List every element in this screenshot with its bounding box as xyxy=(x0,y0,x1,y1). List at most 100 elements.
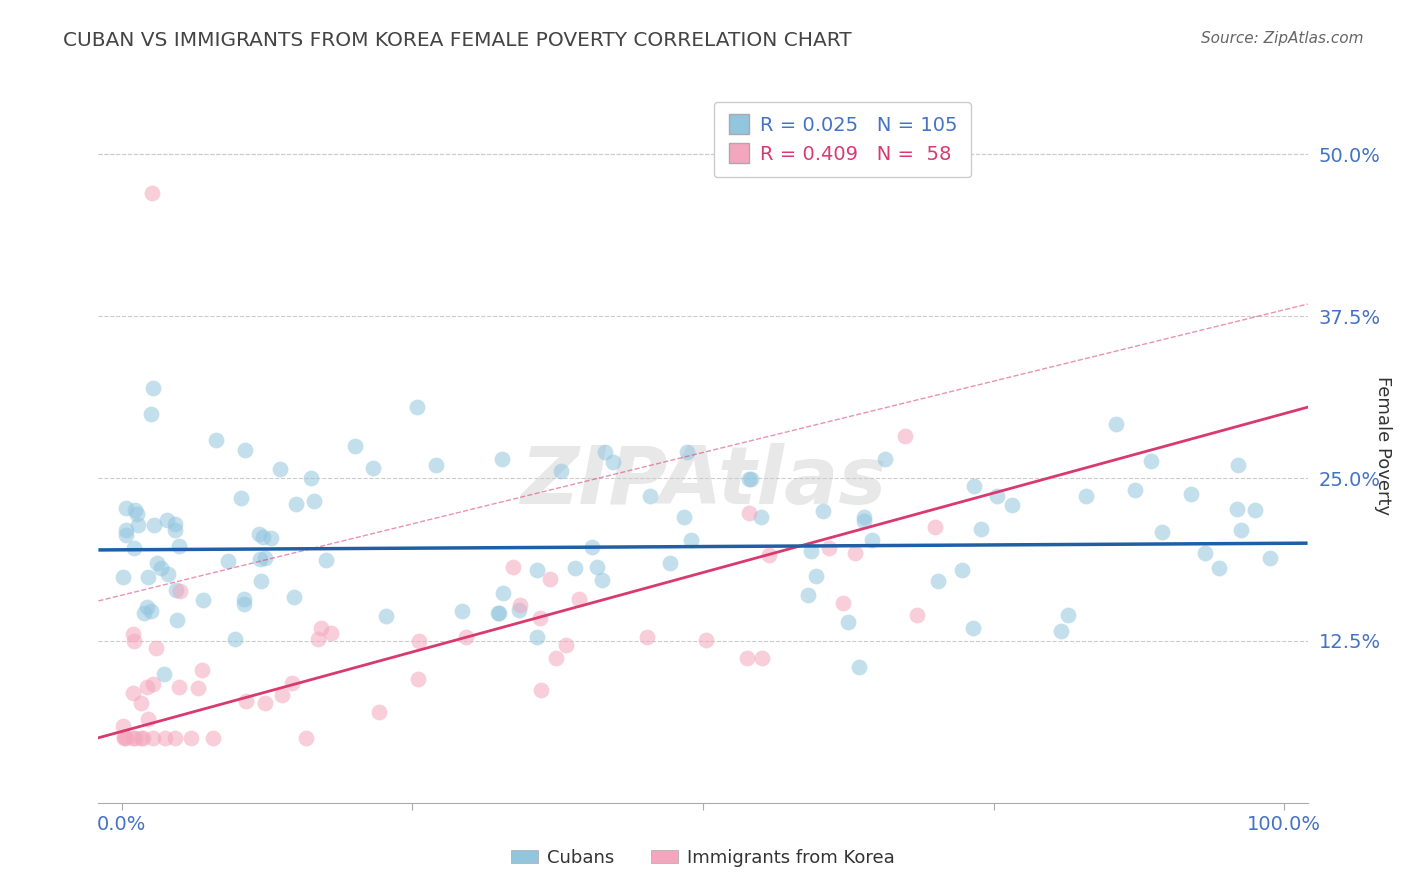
Point xyxy=(111,719,134,733)
Point xyxy=(127,517,149,532)
Point xyxy=(224,632,246,646)
Point xyxy=(122,686,145,700)
Point xyxy=(280,676,302,690)
Point xyxy=(1226,501,1249,516)
Point xyxy=(150,560,173,574)
Point xyxy=(862,533,884,548)
Point xyxy=(1258,550,1281,565)
Point xyxy=(260,531,283,545)
Point xyxy=(187,681,209,695)
Point xyxy=(924,520,946,534)
Point xyxy=(254,551,277,566)
Point xyxy=(361,461,384,475)
Point xyxy=(132,606,155,620)
Point xyxy=(1001,499,1024,513)
Point xyxy=(233,443,256,458)
Point xyxy=(1140,453,1163,467)
Point xyxy=(165,731,187,745)
Point xyxy=(408,633,430,648)
Point xyxy=(136,680,159,694)
Point xyxy=(252,530,274,544)
Point xyxy=(555,638,578,652)
Point xyxy=(169,583,191,598)
Point xyxy=(235,693,257,707)
Legend: Cubans, Immigrants from Korea: Cubans, Immigrants from Korea xyxy=(505,842,901,874)
Point xyxy=(247,526,270,541)
Point xyxy=(131,731,153,745)
Point xyxy=(593,445,616,459)
Point xyxy=(526,630,548,644)
Point xyxy=(591,573,613,587)
Point xyxy=(136,712,159,726)
Point xyxy=(832,596,855,610)
Point xyxy=(156,513,179,527)
Point xyxy=(153,731,176,745)
Point xyxy=(1105,417,1128,432)
Point xyxy=(456,630,478,644)
Point xyxy=(538,572,561,586)
Point xyxy=(142,517,165,532)
Point xyxy=(145,641,167,656)
Point xyxy=(167,680,190,694)
Point xyxy=(319,626,342,640)
Point xyxy=(875,452,897,467)
Point xyxy=(853,509,876,524)
Point xyxy=(191,663,214,677)
Point xyxy=(962,621,984,635)
Point xyxy=(451,604,474,618)
Point xyxy=(163,523,186,537)
Point xyxy=(315,552,337,566)
Point xyxy=(124,731,146,745)
Point xyxy=(406,672,429,686)
Point xyxy=(492,586,515,600)
Point xyxy=(295,731,318,745)
Point xyxy=(529,611,551,625)
Text: ZIPAtlas: ZIPAtlas xyxy=(520,442,886,521)
Point xyxy=(142,731,165,745)
Point xyxy=(375,608,398,623)
Point xyxy=(425,458,447,473)
Point xyxy=(112,730,135,744)
Point xyxy=(638,489,661,503)
Point xyxy=(249,552,271,566)
Point xyxy=(852,515,875,529)
Point xyxy=(129,696,152,710)
Point xyxy=(1226,458,1249,473)
Point xyxy=(124,634,146,648)
Point xyxy=(530,682,553,697)
Point xyxy=(738,506,761,520)
Point xyxy=(797,588,820,602)
Point xyxy=(749,510,772,524)
Point xyxy=(550,464,572,478)
Point xyxy=(893,429,915,443)
Point xyxy=(672,509,695,524)
Point xyxy=(1208,561,1230,575)
Point xyxy=(114,731,136,745)
Point xyxy=(1230,523,1253,537)
Point xyxy=(283,591,305,605)
Point xyxy=(1244,503,1267,517)
Point xyxy=(250,574,273,588)
Point xyxy=(231,491,253,505)
Point xyxy=(659,557,682,571)
Point xyxy=(963,479,986,493)
Point xyxy=(1152,524,1174,539)
Point xyxy=(167,539,190,553)
Point xyxy=(122,731,145,745)
Point xyxy=(139,407,162,421)
Text: Source: ZipAtlas.com: Source: ZipAtlas.com xyxy=(1201,31,1364,46)
Point xyxy=(804,569,827,583)
Point xyxy=(491,452,513,467)
Point xyxy=(254,696,277,710)
Point xyxy=(1194,546,1216,560)
Point xyxy=(269,462,291,476)
Point xyxy=(526,563,548,577)
Point xyxy=(636,630,658,644)
Point xyxy=(166,614,188,628)
Point xyxy=(299,471,322,485)
Point xyxy=(811,504,834,518)
Point xyxy=(122,541,145,555)
Point xyxy=(679,533,702,547)
Point xyxy=(141,186,163,200)
Point xyxy=(136,569,159,583)
